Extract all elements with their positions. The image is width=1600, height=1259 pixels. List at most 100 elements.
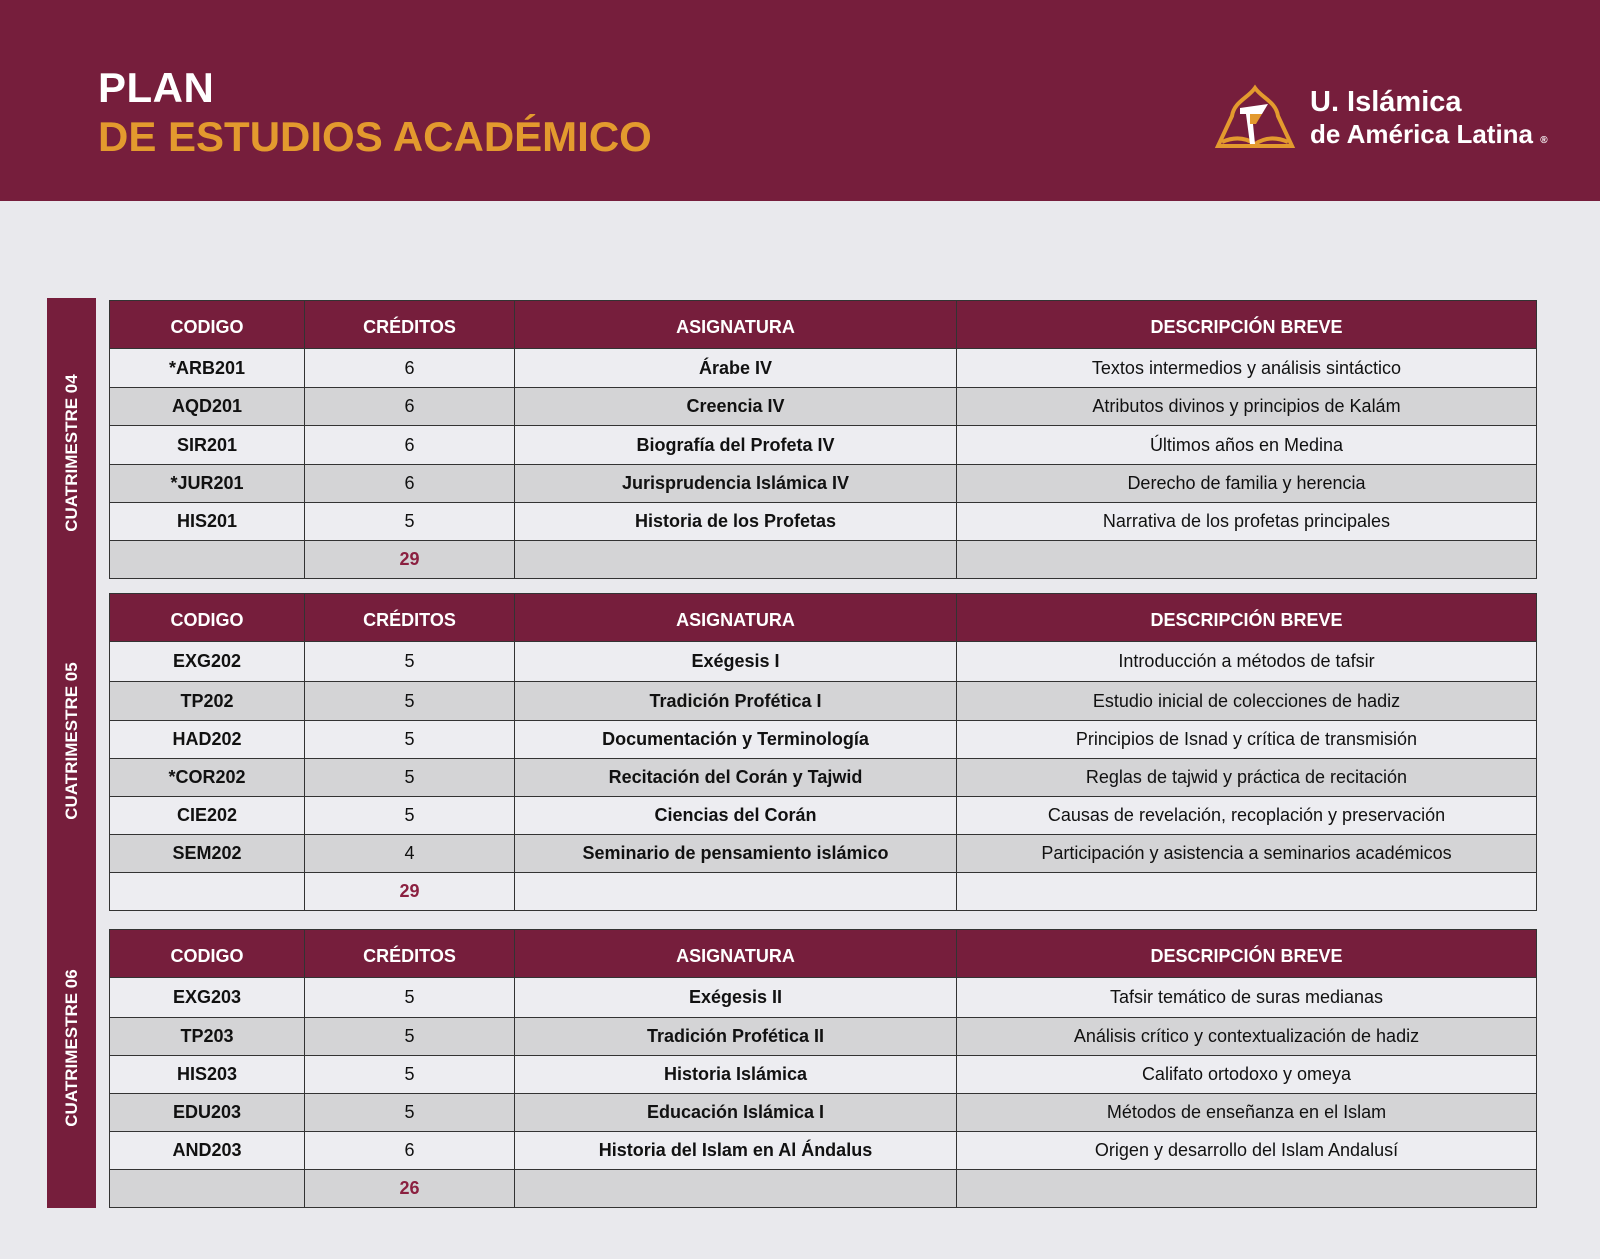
course-code: SEM202 [109, 834, 305, 873]
table-row: EXG203 5 Exégesis II Tafsir temático de sur… [109, 977, 1537, 1018]
course-code: AND203 [109, 1131, 305, 1170]
course-name: Exégesis I [514, 641, 957, 682]
table-row: AND203 6 Historia del Islam en Al Ándalus O… [109, 1131, 1537, 1170]
table-header-row: CODIGO CRÉDITOS ASIGNATURA DESCRIPCIÓN BREV… [109, 929, 1537, 978]
column-header: ASIGNATURA [514, 929, 957, 978]
page-header: PLAN DE ESTUDIOS ACADÉMICO U. Islámica d… [0, 0, 1600, 201]
curriculum-table: CODIGO CRÉDITOS ASIGNATURA DESCRIPCIÓN BREV… [109, 593, 1537, 911]
course-name: Educación Islámica I [514, 1093, 957, 1132]
course-name: Seminario de pensamiento islámico [514, 834, 957, 873]
column-header: DESCRIPCIÓN BREVE [956, 593, 1537, 642]
table-row: SIR201 6 Biografía del Profeta IV Últimos a… [109, 425, 1537, 465]
course-code: EXG202 [109, 641, 305, 682]
term-sidebar: CUATRIMESTRE 04 CUATRIMESTRE 05 CUATRIME… [47, 298, 96, 1208]
table-row: AQD201 6 Creencia IV Atributos divinos y pr… [109, 387, 1537, 426]
credits: 6 [304, 425, 515, 465]
empty-cell [514, 1169, 957, 1208]
course-code: TP203 [109, 1017, 305, 1056]
course-description: Tafsir temático de suras medianas [956, 977, 1537, 1018]
registered-mark: ® [1540, 135, 1548, 146]
empty-cell [956, 1169, 1537, 1208]
total-row: 29 [109, 540, 1537, 579]
course-name: Ciencias del Corán [514, 796, 957, 835]
course-name: Árabe IV [514, 348, 957, 388]
course-name: Documentación y Terminología [514, 720, 957, 759]
credits: 6 [304, 348, 515, 388]
brand-name-text: de América Latina [1310, 119, 1534, 149]
course-code: TP202 [109, 681, 305, 721]
table-row: *ARB201 6 Árabe IV Textos intermedios y aná… [109, 348, 1537, 388]
table-row: *JUR201 6 Jurisprudencia Islámica IV Derech… [109, 464, 1537, 503]
total-credits: 29 [304, 872, 515, 911]
title-line-2: DE ESTUDIOS ACADÉMICO [98, 113, 652, 160]
total-row: 29 [109, 872, 1537, 911]
course-code: AQD201 [109, 387, 305, 426]
column-header: CODIGO [109, 929, 305, 978]
term-label: CUATRIMESTRE 05 [61, 662, 81, 820]
table-row: HIS201 5 Historia de los Profetas Narrativa… [109, 502, 1537, 541]
empty-cell [956, 872, 1537, 911]
course-description: Reglas de tajwid y práctica de recitació… [956, 758, 1537, 797]
credits: 4 [304, 834, 515, 873]
brand-name-line-2: de América Latina ® [1310, 119, 1548, 150]
column-header: DESCRIPCIÓN BREVE [956, 929, 1537, 978]
credits: 6 [304, 1131, 515, 1170]
course-description: Narrativa de los profetas principales [956, 502, 1537, 541]
credits: 5 [304, 796, 515, 835]
course-code: HAD202 [109, 720, 305, 759]
course-code: *JUR201 [109, 464, 305, 503]
course-code: EDU203 [109, 1093, 305, 1132]
course-name: Historia Islámica [514, 1055, 957, 1094]
course-code: HIS201 [109, 502, 305, 541]
empty-cell [109, 540, 305, 579]
brand-name-line-1: U. Islámica [1310, 86, 1462, 118]
total-credits: 26 [304, 1169, 515, 1208]
credits: 5 [304, 502, 515, 541]
course-name: Creencia IV [514, 387, 957, 426]
course-description: Origen y desarrollo del Islam Andalusí [956, 1131, 1537, 1170]
empty-cell [109, 1169, 305, 1208]
table-row: TP202 5 Tradición Profética I Estudio inici… [109, 681, 1537, 721]
course-description: Textos intermedios y análisis sintáctico [956, 348, 1537, 388]
table-row: EDU203 5 Educación Islámica I Métodos de en… [109, 1093, 1537, 1132]
course-description: Derecho de familia y herencia [956, 464, 1537, 503]
course-name: Jurisprudencia Islámica IV [514, 464, 957, 503]
course-name: Historia del Islam en Al Ándalus [514, 1131, 957, 1170]
table-row: HIS203 5 Historia Islámica Califato ortodox… [109, 1055, 1537, 1094]
total-credits: 29 [304, 540, 515, 579]
course-code: *ARB201 [109, 348, 305, 388]
table-row: HAD202 5 Documentación y Terminología Princ… [109, 720, 1537, 759]
column-header: CRÉDITOS [304, 593, 515, 642]
title-line-1: PLAN [98, 64, 215, 111]
course-code: SIR201 [109, 425, 305, 465]
term-label: CUATRIMESTRE 06 [61, 969, 81, 1127]
course-name: Biografía del Profeta IV [514, 425, 957, 465]
course-description: Causas de revelación, recoplación y pres… [956, 796, 1537, 835]
credits: 5 [304, 758, 515, 797]
column-header: CRÉDITOS [304, 929, 515, 978]
credits: 6 [304, 387, 515, 426]
column-header: CODIGO [109, 300, 305, 349]
credits: 5 [304, 720, 515, 759]
credits: 5 [304, 1055, 515, 1094]
course-description: Estudio inicial de colecciones de hadiz [956, 681, 1537, 721]
table-header-row: CODIGO CRÉDITOS ASIGNATURA DESCRIPCIÓN BREV… [109, 593, 1537, 642]
table-header-row: CODIGO CRÉDITOS ASIGNATURA DESCRIPCIÓN BREV… [109, 300, 1537, 349]
term-label: CUATRIMESTRE 04 [61, 374, 81, 532]
total-row: 26 [109, 1169, 1537, 1208]
credits: 5 [304, 681, 515, 721]
course-name: Historia de los Profetas [514, 502, 957, 541]
column-header: ASIGNATURA [514, 300, 957, 349]
course-description: Participación y asistencia a seminarios … [956, 834, 1537, 873]
course-code: EXG203 [109, 977, 305, 1018]
column-header: ASIGNATURA [514, 593, 957, 642]
course-description: Últimos años en Medina [956, 425, 1537, 465]
table-row: EXG202 5 Exégesis I Introducción a métodos … [109, 641, 1537, 682]
course-code: CIE202 [109, 796, 305, 835]
course-description: Atributos divinos y principios de Kalám [956, 387, 1537, 426]
empty-cell [514, 540, 957, 579]
empty-cell [514, 872, 957, 911]
credits: 5 [304, 641, 515, 682]
credits: 5 [304, 1017, 515, 1056]
course-name: Exégesis II [514, 977, 957, 1018]
